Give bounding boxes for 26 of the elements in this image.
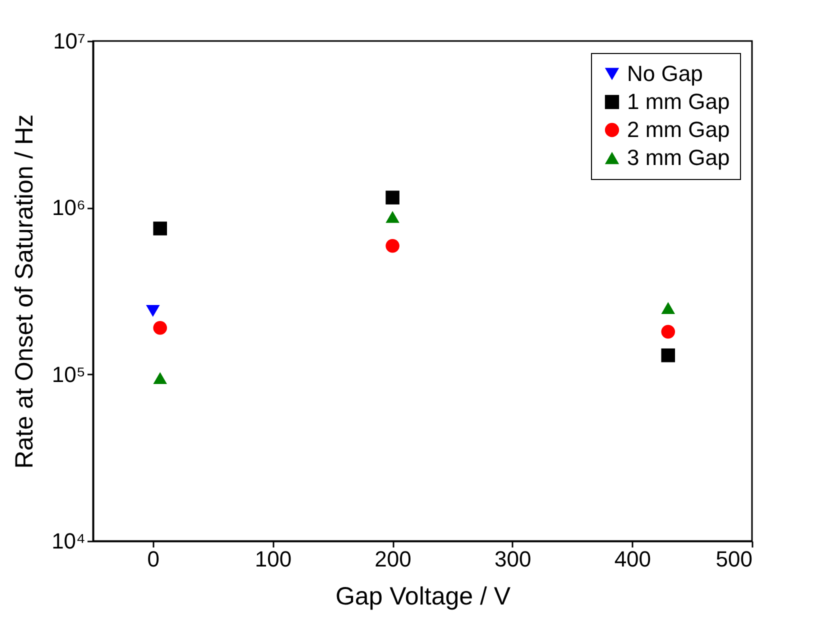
x-tick-label: 500 — [716, 546, 752, 572]
y-tick-label: 10⁷ — [53, 28, 86, 54]
point — [386, 190, 400, 204]
legend-label: 1 mm Gap — [627, 89, 730, 114]
point — [153, 320, 167, 335]
x-tick-label: 400 — [614, 546, 652, 572]
point — [386, 210, 400, 223]
point — [661, 348, 676, 362]
x-tick-label: 0 — [147, 546, 160, 572]
point — [153, 222, 167, 236]
point — [153, 372, 167, 384]
point — [661, 324, 676, 339]
point — [661, 302, 676, 314]
legend-label: 2 mm Gap — [627, 117, 730, 142]
legend-label: 3 mm Gap — [627, 145, 730, 170]
y-tick-label: 10⁵ — [52, 362, 86, 387]
y-tick-label: 10⁴ — [52, 528, 86, 554]
x-tick-label: 100 — [254, 546, 292, 572]
point — [386, 238, 400, 253]
y-axis-title: Rate at Onset of Saturation / Hz — [10, 114, 39, 469]
legend-label: No Gap — [627, 61, 703, 86]
y-tick-label: 10⁶ — [52, 195, 86, 220]
x-tick-label: 200 — [374, 546, 412, 572]
x-axis-title: Gap Voltage / V — [335, 582, 511, 610]
x-tick-label: 300 — [494, 546, 532, 572]
point — [146, 304, 160, 317]
